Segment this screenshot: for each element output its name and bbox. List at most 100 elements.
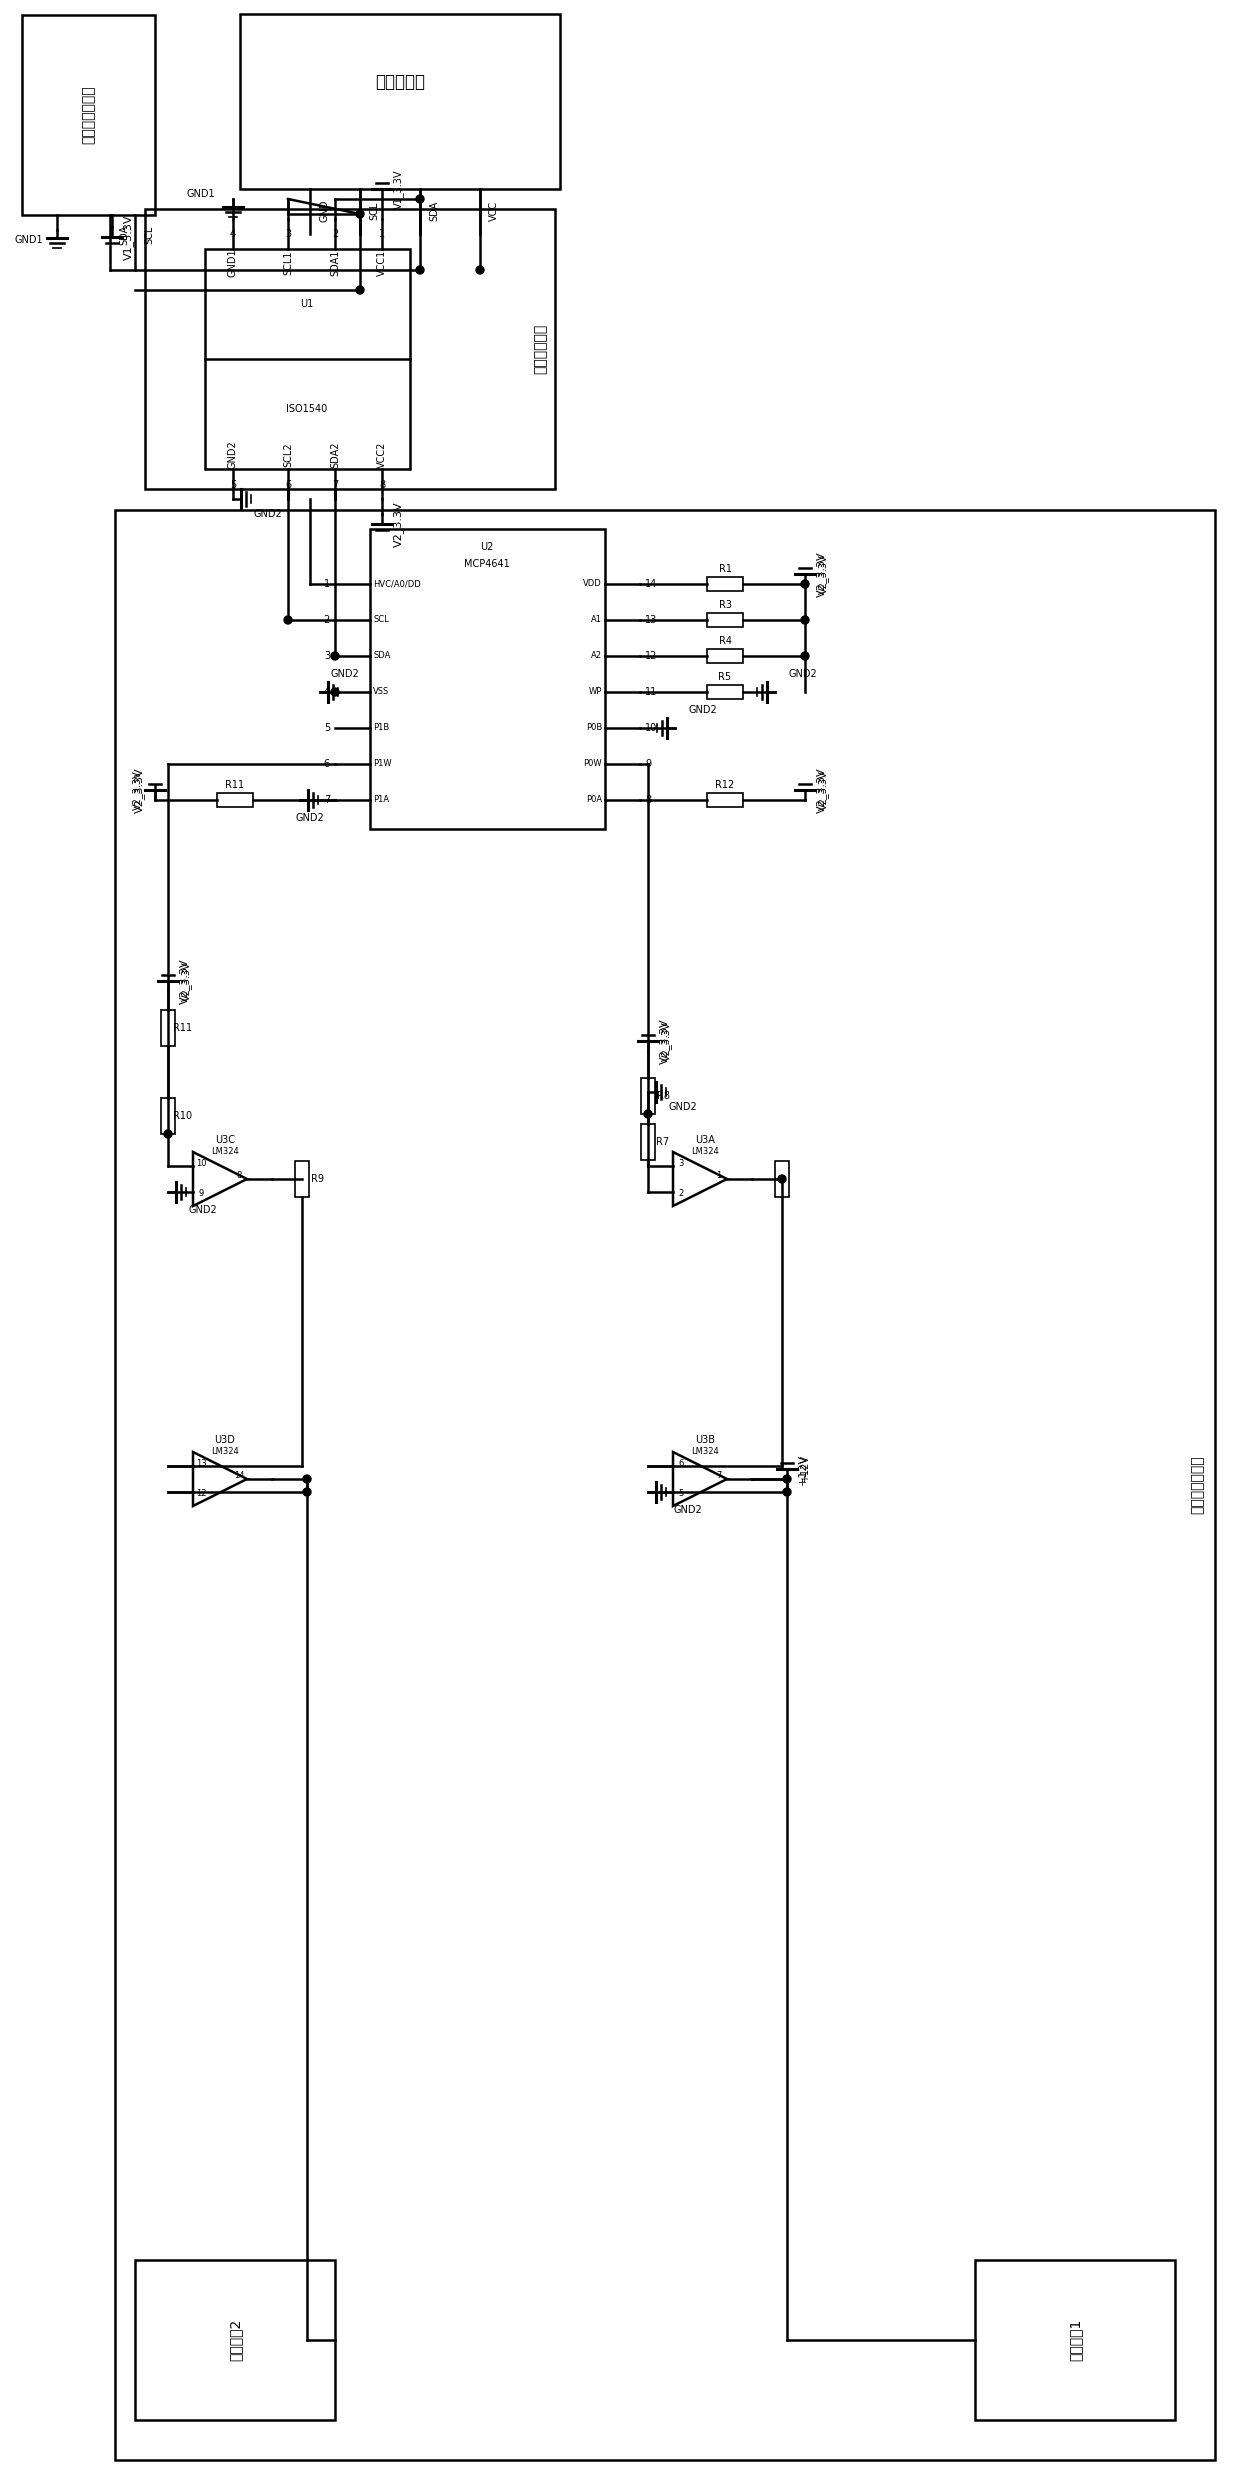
Text: 3: 3 [324,652,330,662]
Text: VCC1: VCC1 [377,250,387,275]
Text: VDD: VDD [583,580,601,588]
Bar [775,1160,789,1197]
Circle shape [801,652,808,659]
Text: 14: 14 [234,1470,244,1480]
Text: V2_3.3V: V2_3.3V [131,771,143,811]
Text: 9: 9 [198,1190,203,1197]
Text: V1_3.3V: V1_3.3V [393,169,403,208]
Text: 7: 7 [332,481,339,491]
Text: 调光输出1: 调光输出1 [1068,2318,1083,2360]
Text: V2_3.3V: V2_3.3V [817,771,828,811]
Text: 11: 11 [645,687,657,697]
Circle shape [777,1175,786,1182]
Text: 14: 14 [645,580,657,590]
Text: R8: R8 [656,1091,670,1101]
Bar [295,1160,309,1197]
Text: VSS: VSS [373,687,389,697]
Circle shape [801,580,808,588]
Bar [707,649,743,662]
Text: V2_3.3V: V2_3.3V [393,501,403,548]
Text: 7: 7 [324,796,330,806]
Circle shape [356,285,365,295]
Circle shape [331,689,339,697]
Text: P0W: P0W [583,759,601,768]
Text: 隔离关数电路: 隔离关数电路 [533,325,547,374]
Text: 9: 9 [645,759,651,768]
Text: SCL: SCL [373,615,389,625]
Text: P0B: P0B [585,724,601,731]
Text: 12: 12 [196,1490,206,1497]
Text: R10: R10 [174,1111,192,1121]
Text: 10: 10 [645,724,657,734]
Text: P1B: P1B [373,724,389,731]
Text: R9: R9 [310,1175,324,1185]
Text: LM324: LM324 [691,1148,719,1158]
Text: VCC2: VCC2 [377,441,387,469]
Text: 12: 12 [645,652,657,662]
Bar [707,612,743,627]
Text: V2_3.3V: V2_3.3V [181,962,191,1002]
Text: 2: 2 [324,615,330,625]
Text: 6: 6 [678,1460,683,1468]
Text: 8: 8 [379,481,386,491]
Bar [241,15,560,188]
Bar [161,1098,175,1133]
Text: MCP4641: MCP4641 [464,558,510,570]
Circle shape [356,211,365,218]
Text: +12V: +12V [800,1455,810,1482]
Text: +12V: +12V [799,1453,808,1485]
Text: U1: U1 [300,300,314,310]
Text: 3: 3 [678,1160,683,1168]
Text: SCL1: SCL1 [283,250,293,275]
Text: 物联网模块: 物联网模块 [374,72,425,92]
Text: R4: R4 [718,637,732,647]
Text: 2: 2 [678,1190,683,1197]
Bar [707,684,743,699]
Text: ISO1540: ISO1540 [286,404,327,414]
Text: LM324: LM324 [691,1448,719,1458]
Text: V2_3.3V: V2_3.3V [817,555,828,595]
Text: GND2: GND2 [789,669,817,679]
Text: P0A: P0A [585,796,601,806]
Text: 调光输出2: 调光输出2 [228,2318,242,2360]
Text: 4: 4 [324,687,330,697]
Text: GND2: GND2 [668,1103,697,1113]
Circle shape [284,615,291,625]
Text: SDA: SDA [119,226,129,245]
Text: 5: 5 [678,1490,683,1497]
Text: HVC/A0/DD: HVC/A0/DD [373,580,420,588]
Circle shape [164,1130,172,1138]
Text: 2: 2 [332,228,339,238]
Text: LM324: LM324 [211,1148,239,1158]
Text: LM324: LM324 [211,1448,239,1458]
Bar [217,793,253,808]
Bar [975,2261,1176,2420]
Text: 6: 6 [324,759,330,768]
Text: A1: A1 [591,615,601,625]
Text: 环境传感器模块: 环境传感器模块 [81,87,95,144]
Text: GND2: GND2 [295,813,325,823]
Text: 3: 3 [285,228,291,238]
Text: WP: WP [589,687,601,697]
Text: A2: A2 [591,652,601,659]
Text: SCL: SCL [370,201,379,221]
Bar [135,2261,335,2420]
Text: 5: 5 [229,481,236,491]
Text: 10: 10 [196,1160,206,1168]
Circle shape [331,652,339,659]
Text: SDA2: SDA2 [330,441,340,469]
Text: P1W: P1W [373,759,392,768]
Text: 1: 1 [379,228,386,238]
Bar [115,511,1215,2459]
Text: 1: 1 [324,580,330,590]
Text: R11: R11 [174,1024,192,1034]
Text: SCL2: SCL2 [283,444,293,469]
Text: GND1: GND1 [187,188,216,198]
Text: R3: R3 [718,600,732,610]
Circle shape [303,1475,311,1482]
Text: 7: 7 [717,1470,722,1480]
Text: U3A: U3A [696,1135,715,1145]
Text: R12: R12 [715,781,734,791]
Text: U3C: U3C [215,1135,236,1145]
Text: V2_3.3V: V2_3.3V [658,1019,670,1063]
